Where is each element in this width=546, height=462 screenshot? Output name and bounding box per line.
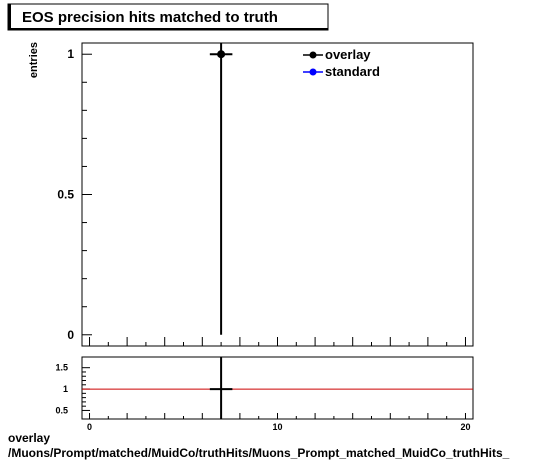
ratio-x-tick-label: 10 — [272, 422, 282, 432]
footer-line-1: overlay — [8, 431, 50, 445]
legend-label-standard: standard — [325, 64, 380, 79]
legend-entry-overlay: overlay — [303, 47, 371, 62]
main-plot-frame — [81, 42, 474, 347]
main-axis-ticks: 00.51 — [57, 47, 466, 346]
y-axis-label: entries — [28, 42, 40, 78]
ratio-y-tick-label: 1 — [63, 384, 68, 394]
ratio-x-tick-label: 0 — [87, 422, 92, 432]
footer-line-2: /Muons/Prompt/matched/MuidCo/truthHits/M… — [8, 446, 510, 460]
title-box: EOS precision hits matched to truth — [7, 3, 329, 31]
ratio-y-tick-label: 0.5 — [55, 405, 68, 415]
y-tick-label: 1 — [67, 47, 74, 61]
main-data-marks — [209, 43, 233, 335]
y-tick-label: 0.5 — [57, 188, 74, 202]
ratio-axis-ticks: 0.5 1 1.5 0 10 20 — [55, 363, 470, 432]
ratio-x-tick-label: 20 — [460, 422, 470, 432]
ratio-plot-frame — [81, 356, 474, 420]
y-tick-label: 0 — [67, 328, 74, 342]
ratio-y-tick-label: 1.5 — [55, 363, 68, 373]
ratio-data-marks — [82, 357, 473, 419]
legend-entry-standard: standard — [303, 64, 380, 79]
data-point — [217, 50, 226, 59]
legend: overlay standard — [303, 47, 380, 79]
legend-label-overlay: overlay — [325, 47, 371, 62]
chart-title: EOS precision hits matched to truth — [22, 9, 278, 26]
